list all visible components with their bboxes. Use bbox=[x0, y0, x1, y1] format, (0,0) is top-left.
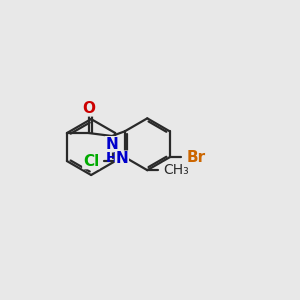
Text: Br: Br bbox=[187, 150, 206, 165]
Text: N: N bbox=[106, 137, 118, 152]
Text: Cl: Cl bbox=[83, 154, 99, 169]
Text: CH₃: CH₃ bbox=[164, 163, 189, 177]
Text: N: N bbox=[116, 151, 128, 166]
Text: H: H bbox=[106, 151, 118, 165]
Text: O: O bbox=[82, 101, 95, 116]
